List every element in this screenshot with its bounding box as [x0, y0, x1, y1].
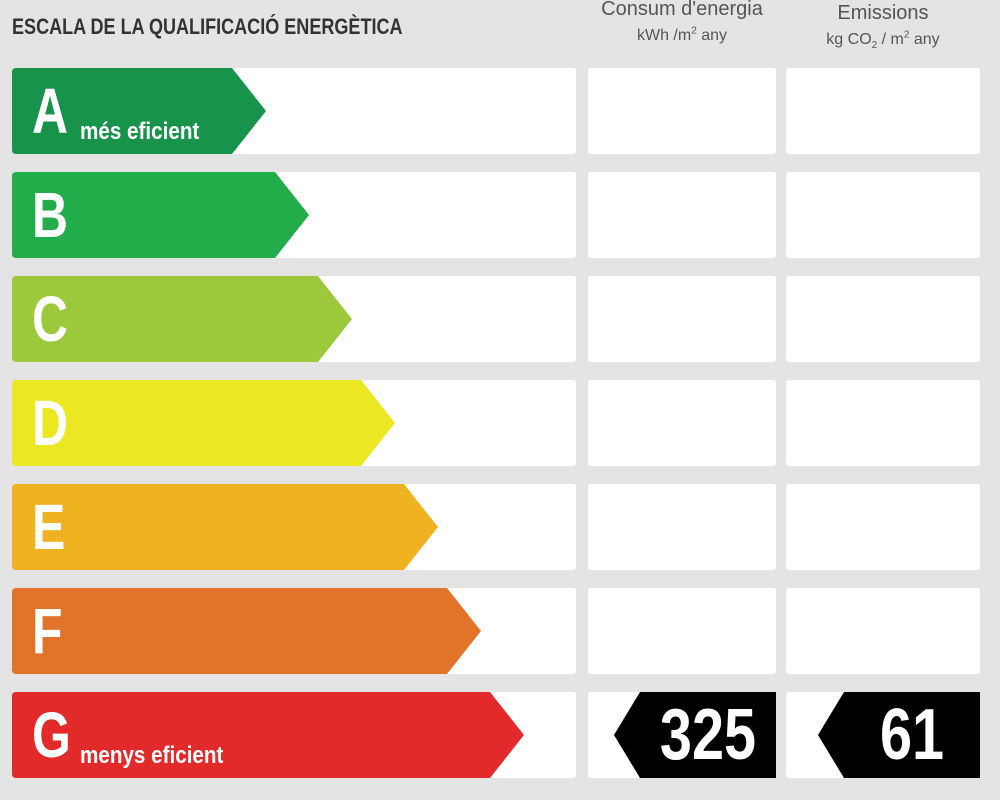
- column-header-emissions: Emissions kg CO2 / m2 any: [786, 2, 980, 52]
- class-arrow-c: [12, 276, 352, 362]
- emissions-cell-d: [786, 380, 980, 466]
- consum-cell-e: [588, 484, 776, 570]
- class-letter-g: G: [32, 699, 71, 771]
- consum-header-unit: kWh /m2 any: [636, 25, 728, 44]
- consum-rating-badge-value: 325: [659, 695, 757, 775]
- class-letter-e: E: [32, 491, 66, 563]
- class-letter-a: A: [32, 75, 69, 147]
- class-letter-d: D: [32, 387, 69, 459]
- emissions-rating-badge-value: 61: [879, 695, 945, 775]
- class-letter-b: B: [32, 179, 69, 251]
- column-header-consum: Consum d'energia kWh /m2 any: [588, 0, 776, 46]
- consum-header-label: Consum d'energia: [601, 0, 763, 20]
- consum-rating-badge: 325: [614, 692, 776, 778]
- class-bar-e: E: [12, 484, 438, 570]
- emissions-cell-a: [786, 68, 980, 154]
- emissions-header-unit: kg CO2 / m2 any: [826, 29, 940, 52]
- emissions-rating-badge: 61: [818, 692, 980, 778]
- consum-cell-f: [588, 588, 776, 674]
- class-bar-c: C: [12, 276, 352, 362]
- class-note-g: menys eficient: [80, 742, 224, 769]
- class-bar-d: D: [12, 380, 395, 466]
- class-arrow-a: [12, 68, 266, 154]
- emissions-cell-e: [786, 484, 980, 570]
- emissions-header-label: Emissions: [837, 2, 929, 24]
- class-bar-f: F: [12, 588, 481, 674]
- class-note-a: més eficient: [80, 118, 200, 145]
- class-letter-f: F: [32, 595, 63, 667]
- consum-cell-a: [588, 68, 776, 154]
- class-arrow-e: [12, 484, 438, 570]
- class-bar-b: B: [12, 172, 309, 258]
- class-arrow-b: [12, 172, 309, 258]
- class-arrow-g: [12, 692, 524, 778]
- consum-cell-c: [588, 276, 776, 362]
- page-title: ESCALA DE LA QUALIFICACIÓ ENERGÈTICA: [12, 14, 403, 39]
- class-letter-c: C: [32, 283, 69, 355]
- emissions-cell-c: [786, 276, 980, 362]
- emissions-cell-b: [786, 172, 980, 258]
- class-arrow-f: [12, 588, 481, 674]
- consum-cell-b: [588, 172, 776, 258]
- class-arrow-d: [12, 380, 395, 466]
- consum-cell-d: [588, 380, 776, 466]
- emissions-cell-f: [786, 588, 980, 674]
